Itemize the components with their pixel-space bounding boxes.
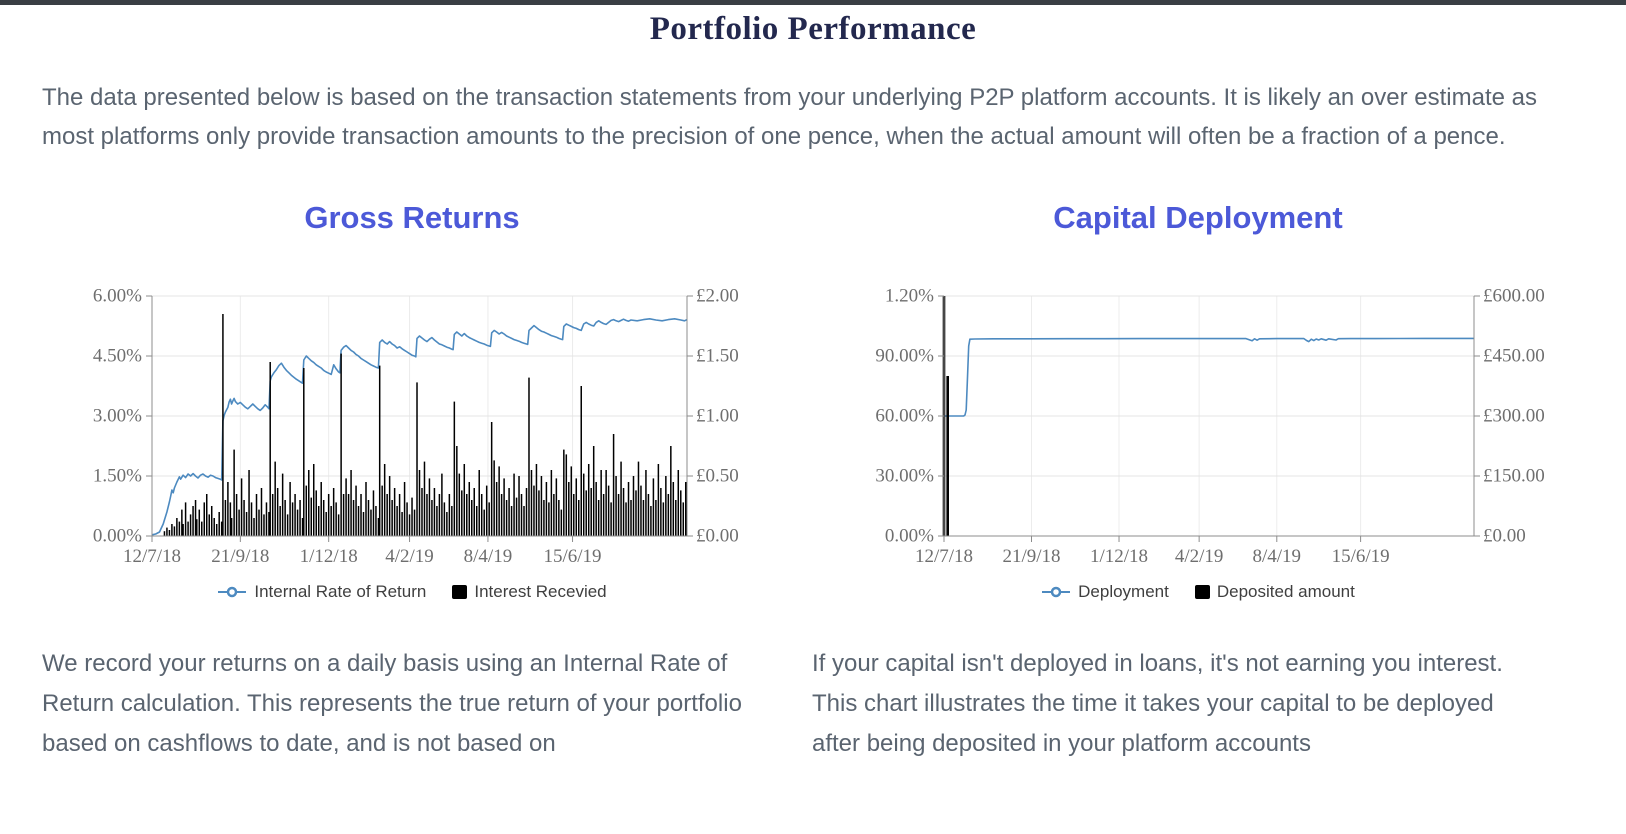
svg-text:1.20%: 1.20%	[885, 286, 934, 307]
svg-text:8/4/19: 8/4/19	[464, 546, 513, 567]
chart-title: Capital Deployment	[1053, 200, 1343, 235]
svg-text:12/7/18: 12/7/18	[123, 546, 181, 567]
svg-text:£150.00: £150.00	[1483, 466, 1545, 487]
svg-text:0.00%: 0.00%	[93, 526, 142, 547]
svg-text:£1.50: £1.50	[696, 346, 739, 367]
gross-returns-section: Gross Returns 6.00% £2.00 4.50% £1.50 3.00% £…	[42, 200, 782, 764]
svg-text:£300.00: £300.00	[1483, 406, 1545, 427]
svg-text:6.00%: 6.00%	[93, 286, 142, 307]
svg-text:12/7/18: 12/7/18	[915, 546, 973, 567]
legend-label: Deployment	[1078, 582, 1169, 601]
capital-deployment-section: Capital Deployment 1.20% £600.00 90.00% £45…	[812, 200, 1584, 764]
legend-item-deposited-amount[interactable]: Deposited amount	[1194, 582, 1355, 602]
svg-text:4.50%: 4.50%	[93, 346, 142, 367]
chart-title: Gross Returns	[304, 200, 520, 235]
gross-returns-description: We record your returns on a daily basis …	[42, 650, 742, 757]
svg-text:21/9/18: 21/9/18	[1002, 546, 1060, 567]
svg-text:90.00%: 90.00%	[875, 346, 934, 367]
svg-text:£0.00: £0.00	[696, 526, 739, 547]
svg-text:£0.00: £0.00	[1483, 526, 1526, 547]
svg-text:£450.00: £450.00	[1483, 346, 1545, 367]
svg-text:1/12/18: 1/12/18	[1090, 546, 1148, 567]
legend-label: Internal Rate of Return	[254, 582, 427, 601]
svg-text:£0.50: £0.50	[696, 466, 739, 487]
intro-paragraph: The data presented below is based on the…	[42, 84, 1538, 150]
svg-text:0.00%: 0.00%	[885, 526, 934, 547]
svg-text:4/2/19: 4/2/19	[1175, 546, 1224, 567]
svg-text:3.00%: 3.00%	[93, 406, 142, 427]
chart-legend: Deployment Deposited amount	[812, 582, 1584, 602]
gross-returns-chart: 6.00% £2.00 4.50% £1.50 3.00% £1.00 1.50% £0.50…	[42, 246, 782, 576]
capital-deployment-description: If your capital isn't deployed in loans,…	[812, 650, 1503, 757]
top-bar	[0, 0, 1626, 5]
legend-item-deployment[interactable]: Deployment	[1041, 582, 1169, 602]
svg-text:£600.00: £600.00	[1483, 286, 1545, 307]
svg-text:1/12/18: 1/12/18	[300, 546, 358, 567]
legend-item-internal-rate-of-return[interactable]: Internal Rate of Return	[217, 582, 426, 602]
legend-label: Deposited amount	[1216, 582, 1355, 601]
capital-deployment-chart: 1.20% £600.00 90.00% £450.00 60.00% £300.00 30…	[812, 246, 1584, 576]
svg-text:15/6/19: 15/6/19	[544, 546, 602, 567]
svg-text:60.00%: 60.00%	[875, 406, 934, 427]
svg-text:21/9/18: 21/9/18	[211, 546, 269, 567]
bar-series-icon	[1194, 585, 1210, 599]
svg-text:4/2/19: 4/2/19	[385, 546, 434, 567]
svg-text:8/4/19: 8/4/19	[1253, 546, 1302, 567]
page-title: Portfolio Performance	[649, 11, 977, 47]
charts-row: Gross Returns 6.00% £2.00 4.50% £1.50 3.00% £…	[0, 200, 1626, 764]
svg-text:30.00%: 30.00%	[875, 466, 934, 487]
legend-item-interest-received[interactable]: Interest Recevied	[452, 582, 607, 602]
line-series-icon	[1042, 586, 1071, 598]
svg-text:15/6/19: 15/6/19	[1332, 546, 1390, 567]
bar-series-icon	[452, 585, 468, 599]
line-series-icon	[218, 586, 247, 598]
svg-text:1.50%: 1.50%	[93, 466, 142, 487]
svg-text:£2.00: £2.00	[696, 286, 739, 307]
chart-legend: Internal Rate of Return Interest Recevie…	[42, 582, 782, 602]
legend-label: Interest Recevied	[474, 582, 607, 601]
svg-text:£1.00: £1.00	[696, 406, 739, 427]
